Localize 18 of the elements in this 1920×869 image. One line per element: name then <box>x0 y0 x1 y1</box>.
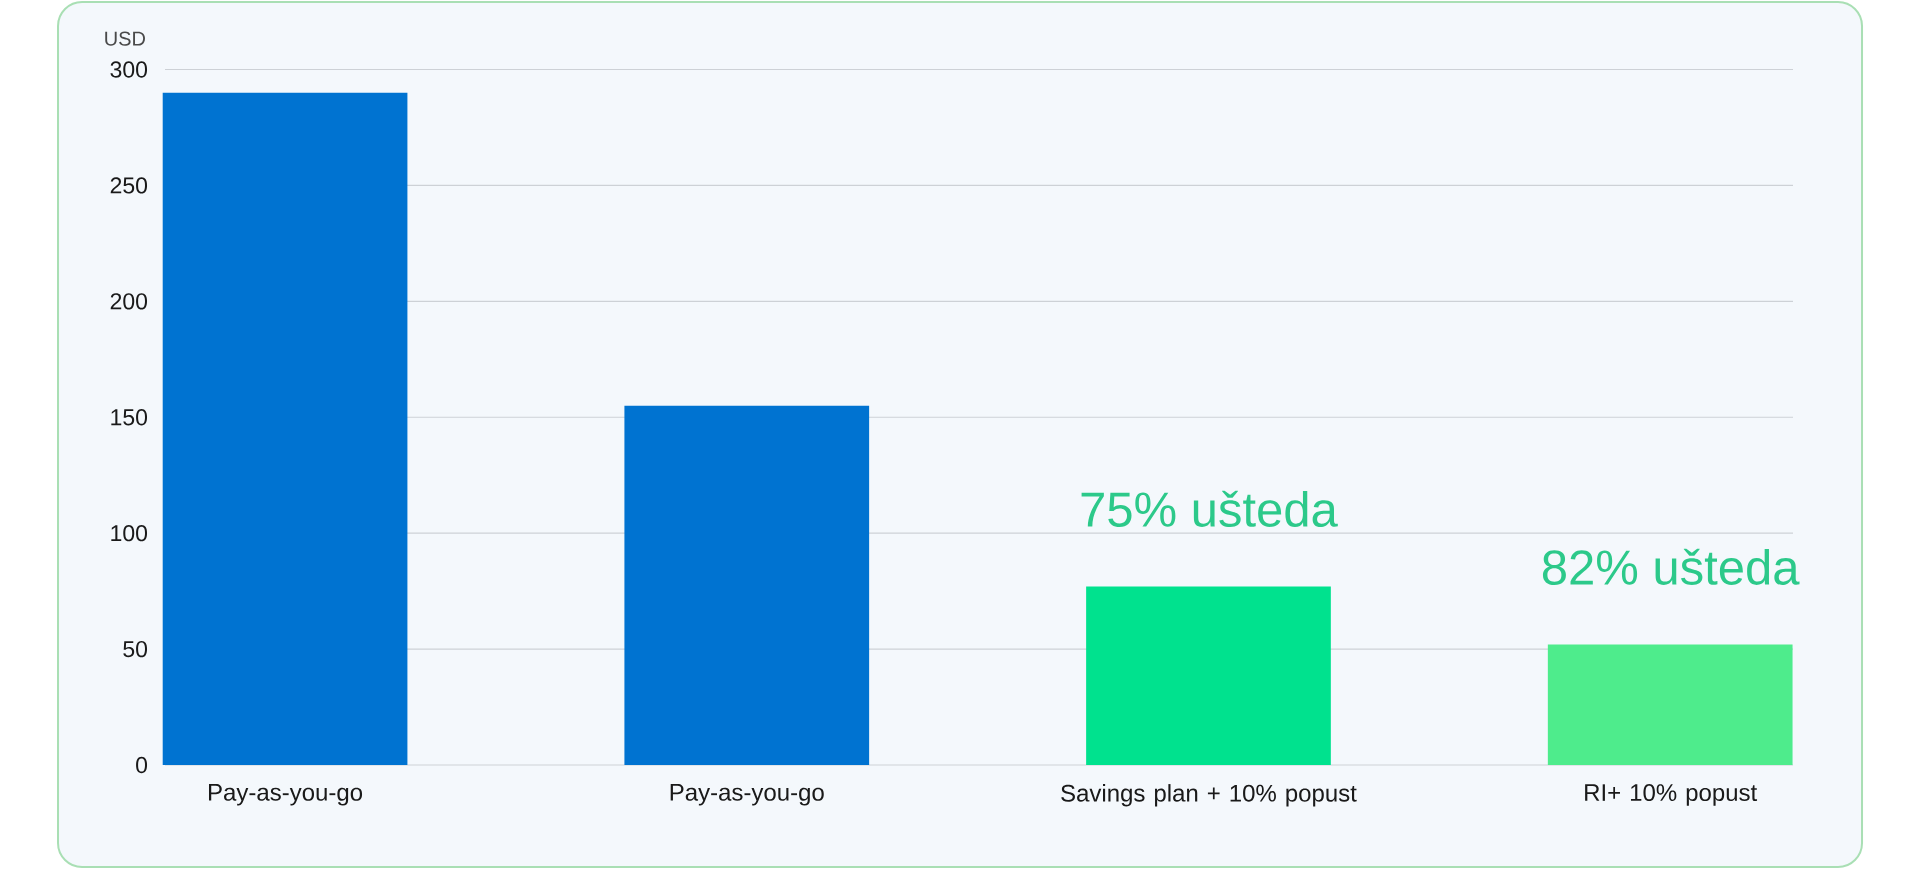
x-tick-label: Pay-as-you-go <box>208 784 363 806</box>
y-axis-title: USD <box>105 31 145 46</box>
x-tick-label: Savings plan + 10% popust <box>1061 784 1357 807</box>
annotation: 75% ušteda <box>1081 490 1338 527</box>
y-tick-label: 300 <box>110 61 148 78</box>
y-tick-label: 250 <box>110 177 148 194</box>
bar <box>624 405 870 765</box>
x-tick-label: RI+ 10% popust <box>1585 784 1758 806</box>
bar <box>1086 586 1331 765</box>
y-tick-label: 0 <box>136 756 148 774</box>
y-tick-label: 50 <box>123 640 148 658</box>
y-tick-label: 100 <box>111 525 148 542</box>
y-tick-label: 200 <box>110 293 148 310</box>
y-tick-label: 150 <box>111 409 148 426</box>
bar <box>162 92 408 765</box>
bar <box>1547 644 1793 765</box>
annotation: 82% ušteda <box>1542 548 1800 585</box>
x-tick-label: Pay-as-you-go <box>670 784 824 806</box>
